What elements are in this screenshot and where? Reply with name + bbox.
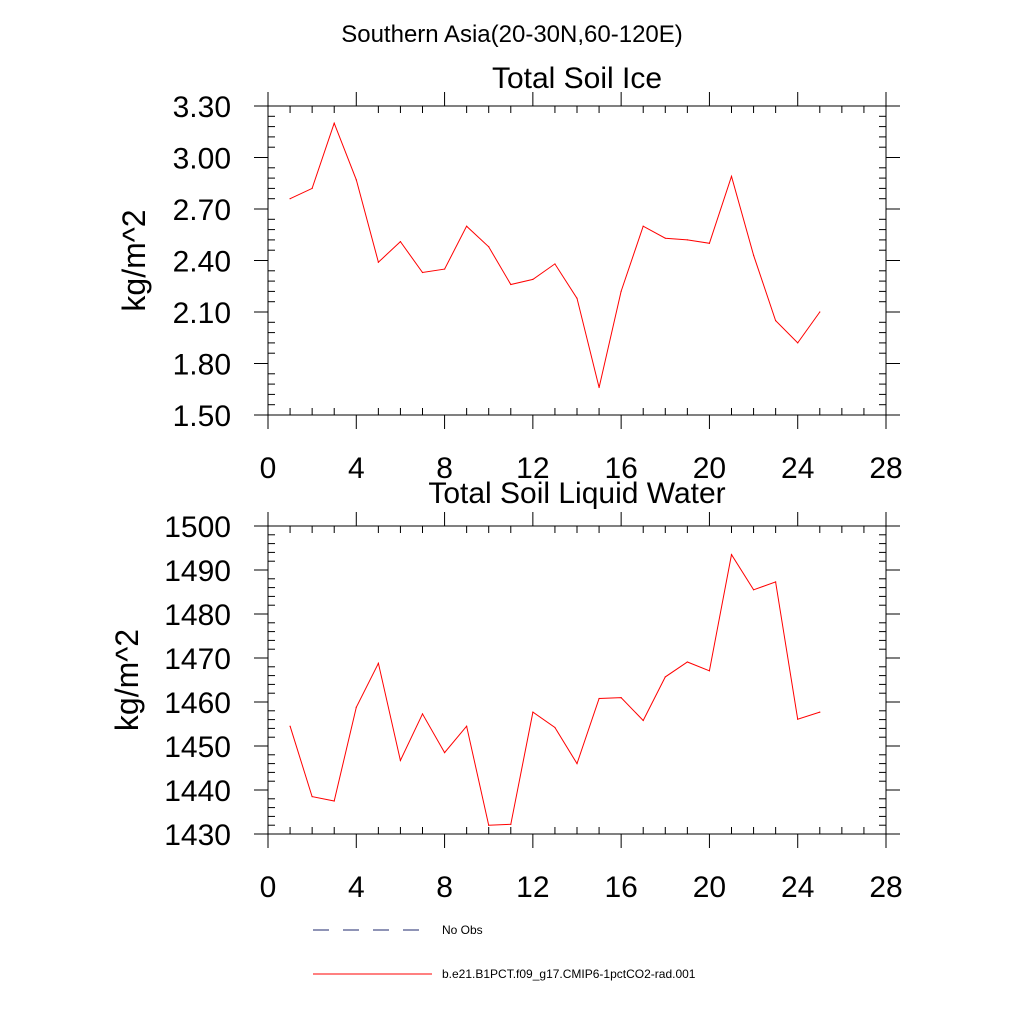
data-point xyxy=(421,713,424,715)
x-tick-label: 24 xyxy=(781,452,814,485)
x-tick-label: 24 xyxy=(781,871,814,904)
y-tick-label: 1.80 xyxy=(173,349,231,382)
chart-title: Total Soil Liquid Water xyxy=(428,477,725,510)
x-tick-label: 8 xyxy=(436,871,453,904)
data-point xyxy=(598,697,600,700)
data-point xyxy=(730,175,733,177)
x-tick-label: 16 xyxy=(604,452,637,485)
legend-label-no-obs: No Obs xyxy=(442,923,483,937)
data-point xyxy=(598,386,600,389)
x-tick-label: 8 xyxy=(436,452,453,485)
data-point xyxy=(686,661,688,663)
data-point xyxy=(333,800,335,802)
data-point xyxy=(443,752,446,754)
chart-title: Total Soil Ice xyxy=(492,62,662,95)
x-tick-label: 0 xyxy=(260,452,277,485)
x-tick-label: 16 xyxy=(604,871,637,904)
y-tick-label: 1490 xyxy=(164,555,231,588)
data-point xyxy=(488,246,490,248)
data-point xyxy=(576,297,578,299)
y-tick-label: 1430 xyxy=(164,819,231,852)
data-point xyxy=(708,242,711,244)
y-axis-label: kg/m^2 xyxy=(116,209,152,311)
y-axis-label: kg/m^2 xyxy=(109,629,145,731)
data-point xyxy=(466,725,468,727)
x-tick-label: 20 xyxy=(693,871,726,904)
data-point xyxy=(532,711,534,713)
y-tick-label: 1470 xyxy=(164,643,231,676)
y-tick-label: 1450 xyxy=(164,731,231,764)
data-point xyxy=(466,225,468,227)
data-point xyxy=(510,283,512,286)
series-line xyxy=(289,553,820,826)
data-point xyxy=(775,581,777,583)
data-point xyxy=(708,670,711,672)
data-point xyxy=(377,261,379,263)
x-tick-label: 20 xyxy=(693,452,726,485)
data-point xyxy=(775,319,777,322)
data-point xyxy=(289,198,291,200)
data-point xyxy=(355,706,357,708)
y-tick-label: 3.30 xyxy=(173,91,231,124)
data-point xyxy=(730,554,733,556)
data-point xyxy=(620,697,622,699)
data-point xyxy=(355,179,357,181)
data-point xyxy=(311,796,313,798)
data-point xyxy=(752,589,755,591)
data-point xyxy=(510,823,512,825)
y-tick-label: 2.70 xyxy=(173,194,231,227)
data-point xyxy=(399,241,402,243)
plot-frame xyxy=(267,525,887,835)
data-point xyxy=(642,225,644,227)
data-point xyxy=(664,676,666,678)
data-point xyxy=(488,824,490,826)
data-point xyxy=(554,263,556,265)
data-point xyxy=(576,763,578,765)
data-point xyxy=(620,290,622,292)
data-point xyxy=(421,271,424,274)
x-tick-label: 12 xyxy=(516,452,549,485)
y-tick-label: 2.10 xyxy=(173,297,231,330)
data-point xyxy=(554,726,556,729)
plot-frame xyxy=(267,105,887,416)
x-tick-label: 12 xyxy=(516,871,549,904)
x-tick-label: 4 xyxy=(348,871,365,904)
chart-panel-soil-ice: Total Soil Ice kg/m^2 0 4 8 12 16 20 24 28 1.50 1.8… xyxy=(116,62,903,485)
data-point xyxy=(377,662,379,664)
data-point xyxy=(664,237,666,239)
data-point xyxy=(797,342,799,344)
data-point xyxy=(333,122,335,124)
x-tick-label: 4 xyxy=(348,452,365,485)
y-tick-label: 1500 xyxy=(164,511,231,544)
data-point xyxy=(642,719,644,722)
y-tick-label: 1480 xyxy=(164,599,231,632)
data-point xyxy=(532,278,534,280)
y-tick-label: 1440 xyxy=(164,775,231,808)
data-point xyxy=(797,718,799,720)
x-tick-label: 0 xyxy=(260,871,277,904)
chart-panel-soil-liquid-water: Total Soil Liquid Water kg/m^2 0 4 8 12 16 20 24… xyxy=(109,477,903,904)
data-point xyxy=(289,725,291,727)
y-tick-label: 1460 xyxy=(164,687,231,720)
figure-title: Southern Asia(20-30N,60-120E) xyxy=(341,21,683,48)
x-tick-label: 28 xyxy=(869,871,902,904)
data-point xyxy=(752,254,755,256)
y-tick-label: 1.50 xyxy=(173,400,231,433)
data-point xyxy=(399,759,402,762)
data-point xyxy=(819,311,821,313)
data-point xyxy=(443,268,446,270)
legend-label-model-run: b.e21.B1PCT.f09_g17.CMIP6-1pctCO2-rad.00… xyxy=(442,967,696,981)
data-point xyxy=(686,239,688,241)
data-point xyxy=(819,711,821,713)
y-tick-label: 2.40 xyxy=(173,246,231,279)
data-point xyxy=(311,187,313,189)
x-tick-label: 28 xyxy=(869,452,902,485)
series-line xyxy=(289,121,821,388)
legend: No Obs b.e21.B1PCT.f09_g17.CMIP6-1pctCO2… xyxy=(313,923,696,981)
y-tick-label: 3.00 xyxy=(173,143,231,176)
